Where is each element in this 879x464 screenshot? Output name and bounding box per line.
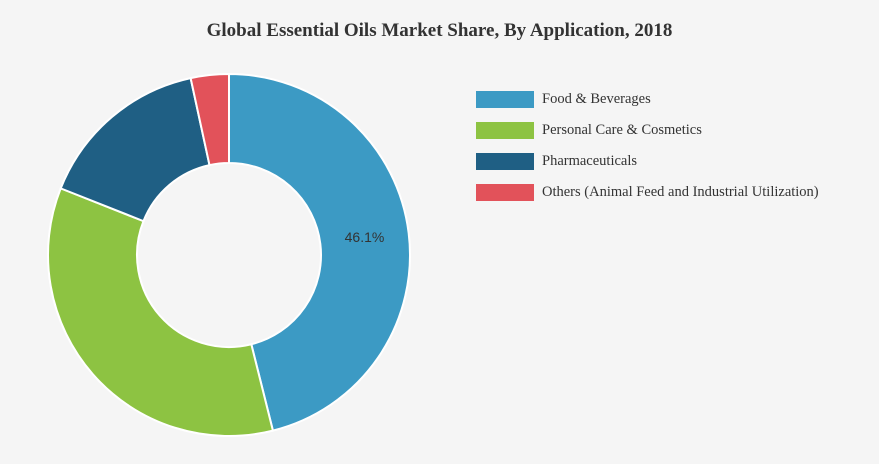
donut-slice-3[interactable] [189,72,230,167]
slice-data-label-0: 46.1% [345,229,385,245]
legend-label: Food & Beverages [542,91,651,107]
legend-label: Personal Care & Cosmetics [542,122,702,138]
legend-label: Others (Animal Feed and Industrial Utili… [542,184,819,200]
donut-slice-0[interactable] [228,72,411,432]
legend-swatch [476,153,534,170]
legend-item-others[interactable]: Others (Animal Feed and Industrial Utili… [476,177,819,208]
legend-swatch [476,184,534,201]
slice-labels-group: 46.1% [345,229,385,245]
slices-group [47,72,411,437]
legend: Food & Beverages Personal Care & Cosmeti… [476,84,819,208]
chart-title: Global Essential Oils Market Share, By A… [206,20,673,41]
legend-item-pharmaceuticals[interactable]: Pharmaceuticals [476,146,819,177]
legend-swatch [476,122,534,139]
legend-swatch [476,91,534,108]
legend-item-personal-care[interactable]: Personal Care & Cosmetics [476,115,819,146]
legend-item-food-beverages[interactable]: Food & Beverages [476,84,819,115]
legend-label: Pharmaceuticals [542,153,638,169]
donut-slice-1[interactable] [47,187,275,437]
